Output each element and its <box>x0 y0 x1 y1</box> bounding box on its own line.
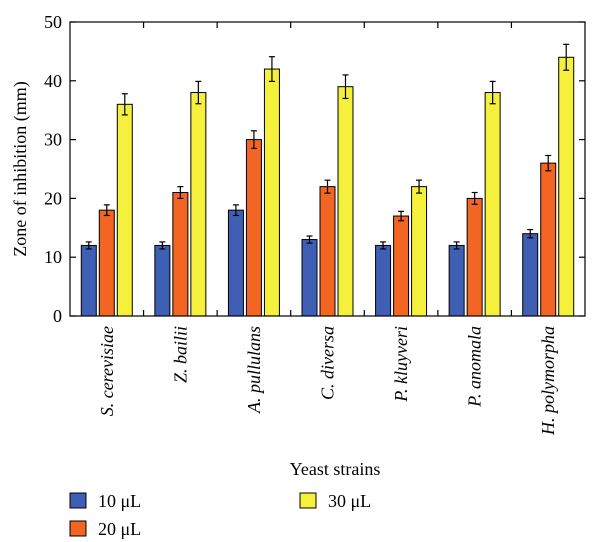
y-axis-title: Zone of inhibition (mm) <box>10 81 31 256</box>
plot-frame <box>69 21 586 317</box>
y-tick-label: 30 <box>44 130 62 150</box>
bar <box>466 197 483 317</box>
legend-swatch <box>299 492 317 509</box>
x-tick-label: Z. bailii <box>170 326 190 383</box>
bar <box>263 68 280 317</box>
y-tick-label: 20 <box>44 188 62 208</box>
x-tick-label: P. anomala <box>465 326 485 408</box>
y-axis: 0 10 20 30 40 50 <box>44 12 585 326</box>
bar <box>227 209 244 317</box>
y-tick-label: 0 <box>53 306 62 326</box>
bar <box>337 86 354 317</box>
bar <box>522 233 539 317</box>
x-tick-label: C. diversa <box>318 326 338 400</box>
bar <box>375 244 392 317</box>
bar <box>154 244 171 317</box>
x-tick-label: S. cerevisiae <box>97 326 117 416</box>
legend-swatch <box>69 492 87 509</box>
bar <box>319 186 336 317</box>
bar <box>558 56 575 317</box>
legend-label: 10 μL <box>98 491 141 511</box>
x-tick-label: A. pullulans <box>244 326 264 414</box>
y-tick-label: 10 <box>44 247 62 267</box>
x-axis: S. cerevisiae Z. bailii A. pullulans C. div… <box>97 22 558 436</box>
legend-swatch <box>69 520 87 537</box>
bar <box>301 239 318 317</box>
bar <box>190 92 207 317</box>
x-tick-label: P. kluyveri <box>391 326 411 403</box>
bar <box>172 192 189 317</box>
bars <box>80 56 575 317</box>
bar <box>98 209 115 317</box>
legend-label: 20 μL <box>98 519 141 539</box>
y-tick-label: 40 <box>44 71 62 91</box>
x-tick-label: H. polymorpha <box>538 326 558 436</box>
x-axis-title: Yeast strains <box>290 459 381 479</box>
error-bars <box>85 43 570 250</box>
bar <box>411 186 428 317</box>
bar <box>80 244 97 317</box>
bar <box>116 103 133 317</box>
bar <box>393 215 410 317</box>
bar <box>540 162 557 317</box>
legend: 10 μL 20 μL 30 μL <box>69 491 371 539</box>
y-tick-label: 50 <box>44 12 62 32</box>
bar <box>245 139 262 317</box>
bar <box>448 244 465 317</box>
legend-label: 30 μL <box>328 491 371 511</box>
bar <box>484 92 501 317</box>
